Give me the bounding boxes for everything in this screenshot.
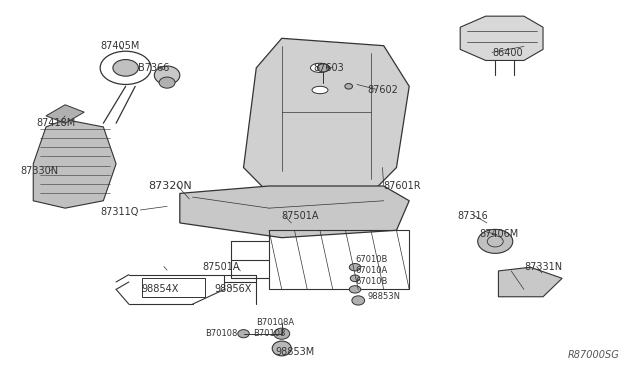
Text: B70108A: B70108A xyxy=(256,318,294,327)
Text: 87330N: 87330N xyxy=(20,166,59,176)
Text: 87501A: 87501A xyxy=(202,262,239,272)
Text: 67010B: 67010B xyxy=(355,255,387,264)
Ellipse shape xyxy=(350,275,360,282)
Text: 87501A: 87501A xyxy=(282,211,319,221)
Polygon shape xyxy=(46,105,84,123)
Ellipse shape xyxy=(317,64,329,72)
Text: 67010A: 67010A xyxy=(355,266,387,275)
Ellipse shape xyxy=(477,230,513,253)
Ellipse shape xyxy=(349,263,361,271)
Text: 86400: 86400 xyxy=(492,48,523,58)
Ellipse shape xyxy=(154,66,180,84)
Text: 87405M: 87405M xyxy=(100,41,140,51)
Ellipse shape xyxy=(310,63,330,73)
Text: 98856X: 98856X xyxy=(215,284,252,294)
Polygon shape xyxy=(244,38,409,193)
Polygon shape xyxy=(180,186,409,238)
Ellipse shape xyxy=(272,341,291,356)
Ellipse shape xyxy=(345,84,353,89)
Text: 87311Q: 87311Q xyxy=(100,207,138,217)
Text: 87406M: 87406M xyxy=(479,229,518,239)
Ellipse shape xyxy=(349,286,361,293)
Text: 98853N: 98853N xyxy=(368,292,401,301)
Text: 87601R: 87601R xyxy=(384,181,421,191)
Ellipse shape xyxy=(238,330,249,338)
Polygon shape xyxy=(460,16,543,61)
Text: B7366: B7366 xyxy=(138,63,170,73)
Text: 87331N: 87331N xyxy=(524,262,562,272)
Text: R87000SG: R87000SG xyxy=(568,350,620,359)
Text: B70108: B70108 xyxy=(205,329,237,338)
Text: 98853M: 98853M xyxy=(275,347,315,357)
Text: 87602: 87602 xyxy=(368,85,399,95)
Ellipse shape xyxy=(274,328,290,339)
Polygon shape xyxy=(33,119,116,208)
Text: 87418M: 87418M xyxy=(36,118,76,128)
Text: 87320N: 87320N xyxy=(148,181,192,191)
Bar xyxy=(141,278,205,297)
Text: 87316: 87316 xyxy=(457,211,488,221)
Text: 98854X: 98854X xyxy=(141,284,179,294)
Text: 87603: 87603 xyxy=(314,63,344,73)
Ellipse shape xyxy=(113,60,138,76)
Polygon shape xyxy=(499,267,562,297)
Ellipse shape xyxy=(352,296,365,305)
Ellipse shape xyxy=(312,86,328,94)
Text: B70108: B70108 xyxy=(253,329,285,338)
Ellipse shape xyxy=(159,77,175,88)
Text: 67010B: 67010B xyxy=(355,278,387,286)
